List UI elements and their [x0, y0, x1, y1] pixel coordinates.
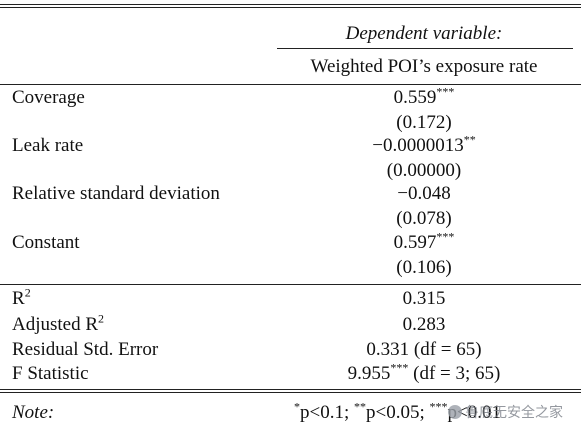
top-rule-2: [0, 7, 581, 8]
note-label: Note:: [12, 402, 55, 423]
top-rule: [0, 4, 581, 5]
stat-value-residual-std-error: 0.331 (df = 65): [366, 339, 482, 360]
header-rule: [0, 84, 581, 85]
coef-constant: 0.597***: [393, 229, 455, 253]
coef-leak-rate: −0.0000013**: [372, 132, 476, 156]
row-label-coverage: Coverage: [12, 87, 85, 108]
coef-relative-std-dev: −0.048: [397, 183, 451, 204]
row-label-relative-std-dev: Relative standard deviation: [12, 183, 220, 204]
dependent-variable-label: Dependent variable:: [345, 23, 503, 44]
stat-value-r2: 0.315: [402, 288, 446, 309]
stat-value-f-statistic: 9.955*** (df = 3; 65): [347, 360, 501, 384]
se-constant: (0.106): [396, 257, 452, 278]
row-label-leak-rate: Leak rate: [12, 135, 84, 156]
stat-label-r2: R2: [12, 285, 31, 309]
coef-coverage: 0.559***: [393, 84, 455, 108]
stat-label-residual-std-error: Residual Std. Error: [12, 339, 159, 360]
stat-label-f-statistic: F Statistic: [12, 363, 89, 384]
stat-value-adjusted-r2: 0.283: [402, 314, 446, 335]
bottom-rule: [0, 389, 581, 390]
row-label-constant: Constant: [12, 232, 80, 253]
se-relative-std-dev: (0.078): [396, 208, 452, 229]
se-coverage: (0.172): [396, 112, 452, 133]
stats-rule: [0, 284, 581, 285]
dependent-variable-underline: [277, 48, 573, 49]
bottom-rule-2: [0, 392, 581, 393]
se-leak-rate: (0.00000): [386, 160, 462, 181]
note-significance-levels: *p<0.1; **p<0.05; ***p<0.01: [294, 399, 501, 423]
watermark-logo-icon: [448, 405, 462, 419]
dependent-variable-name: Weighted POI’s exposure rate: [310, 56, 538, 77]
stat-label-adjusted-r2: Adjusted R2: [12, 311, 105, 335]
watermark: 鲁底无安全之家: [448, 402, 563, 422]
